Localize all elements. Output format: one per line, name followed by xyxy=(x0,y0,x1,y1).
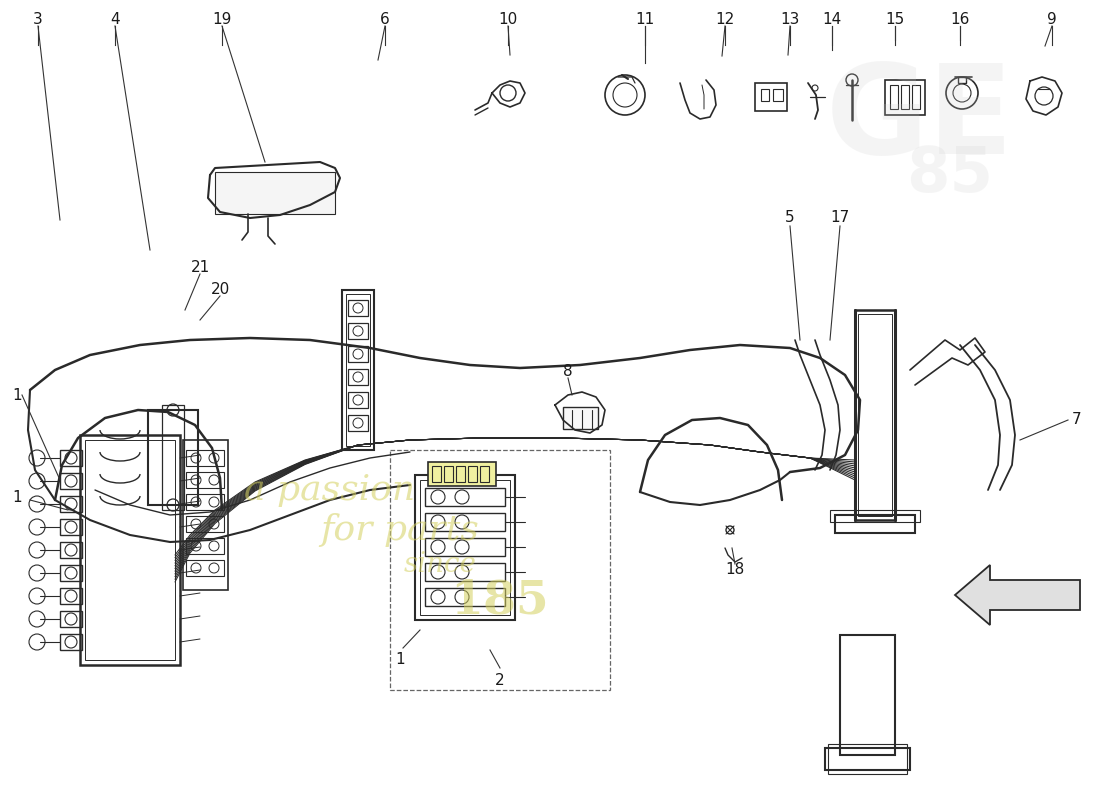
Bar xyxy=(60,496,82,512)
Bar xyxy=(390,450,611,690)
Bar xyxy=(348,323,369,339)
Bar xyxy=(858,314,892,516)
Text: 3: 3 xyxy=(33,13,43,27)
Bar xyxy=(420,480,510,615)
Bar xyxy=(425,488,505,506)
Bar xyxy=(346,294,370,446)
Bar xyxy=(828,744,907,774)
Bar xyxy=(890,85,898,109)
Bar xyxy=(60,565,82,581)
Text: 2: 2 xyxy=(495,673,505,688)
Bar xyxy=(186,450,224,466)
Bar xyxy=(958,77,966,83)
Text: 10: 10 xyxy=(498,13,518,27)
Bar xyxy=(183,440,228,590)
Text: 21: 21 xyxy=(190,261,210,275)
Bar xyxy=(428,462,496,486)
Text: 4: 4 xyxy=(110,13,120,27)
Bar xyxy=(773,89,783,101)
Bar xyxy=(186,560,224,576)
Text: 185: 185 xyxy=(451,577,549,623)
Bar xyxy=(60,611,82,627)
Bar xyxy=(886,80,925,115)
Text: 13: 13 xyxy=(780,13,800,27)
Text: 7: 7 xyxy=(1072,413,1081,427)
Bar xyxy=(825,748,910,770)
Bar xyxy=(468,466,477,482)
Text: 16: 16 xyxy=(950,13,970,27)
Text: GE: GE xyxy=(826,59,1014,181)
Text: 12: 12 xyxy=(715,13,735,27)
Bar xyxy=(830,510,920,522)
Bar xyxy=(835,515,915,533)
Bar xyxy=(348,415,369,431)
Bar xyxy=(432,466,441,482)
Bar xyxy=(80,435,180,665)
Text: for parts: for parts xyxy=(320,513,480,547)
Text: 1: 1 xyxy=(12,387,22,402)
Text: 19: 19 xyxy=(212,13,232,27)
Polygon shape xyxy=(955,565,1080,625)
Text: 14: 14 xyxy=(823,13,842,27)
Bar xyxy=(60,450,82,466)
Text: 15: 15 xyxy=(886,13,904,27)
Bar xyxy=(60,473,82,489)
Text: a passion: a passion xyxy=(244,473,416,507)
Bar xyxy=(761,89,769,101)
Bar xyxy=(162,405,184,510)
Bar xyxy=(85,440,175,660)
Bar xyxy=(563,407,598,429)
Text: 18: 18 xyxy=(725,562,745,578)
Bar xyxy=(348,392,369,408)
Text: 20: 20 xyxy=(210,282,230,298)
Bar xyxy=(912,85,920,109)
Bar xyxy=(425,513,505,531)
Text: 6: 6 xyxy=(381,13,389,27)
Text: since: since xyxy=(404,551,476,578)
Bar xyxy=(901,85,909,109)
Bar xyxy=(444,466,453,482)
Bar xyxy=(480,466,490,482)
Text: 5: 5 xyxy=(785,210,795,226)
Bar xyxy=(148,410,198,505)
Text: 85: 85 xyxy=(906,145,993,205)
Bar xyxy=(342,290,374,450)
Text: 1: 1 xyxy=(395,652,405,667)
Text: 9: 9 xyxy=(1047,13,1057,27)
Text: 1: 1 xyxy=(12,490,22,506)
Bar xyxy=(348,369,369,385)
Text: 11: 11 xyxy=(636,13,654,27)
Bar xyxy=(186,538,224,554)
Bar xyxy=(855,310,895,520)
Bar xyxy=(425,563,505,581)
Bar xyxy=(348,346,369,362)
Bar xyxy=(755,83,786,111)
Bar xyxy=(186,516,224,532)
Bar xyxy=(840,635,895,755)
Text: 17: 17 xyxy=(830,210,849,226)
Bar xyxy=(60,634,82,650)
Bar xyxy=(186,472,224,488)
Bar xyxy=(415,475,515,620)
Bar xyxy=(60,519,82,535)
Bar xyxy=(425,588,505,606)
Bar xyxy=(186,494,224,510)
Bar xyxy=(60,588,82,604)
Bar xyxy=(60,542,82,558)
Bar xyxy=(348,300,369,316)
Bar xyxy=(456,466,465,482)
Bar xyxy=(214,172,336,214)
Text: 8: 8 xyxy=(563,365,573,379)
Bar xyxy=(425,538,505,556)
